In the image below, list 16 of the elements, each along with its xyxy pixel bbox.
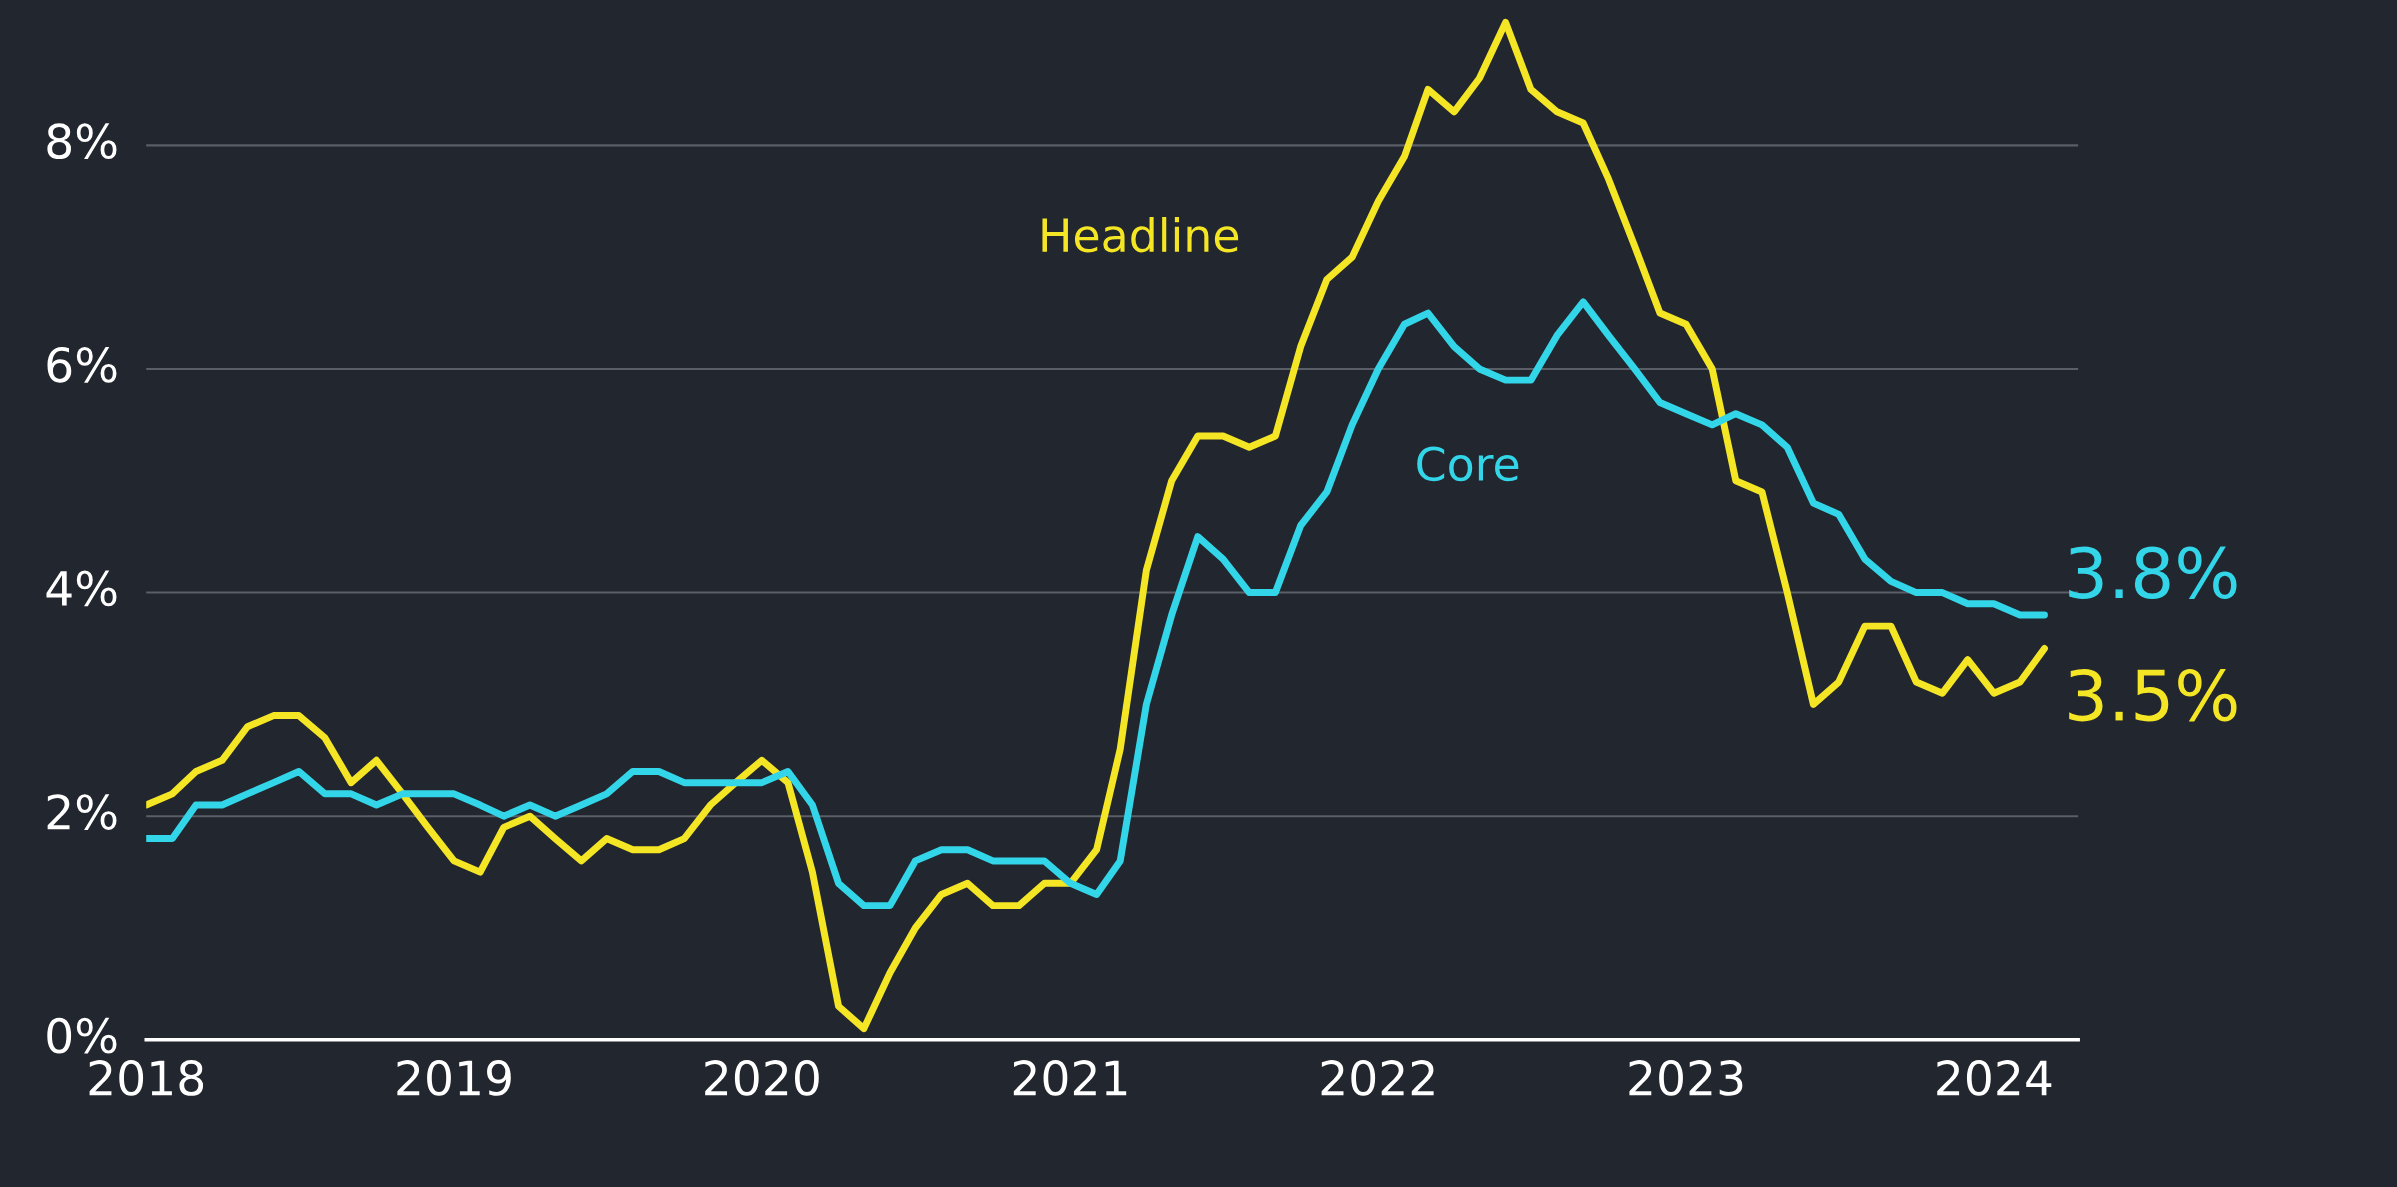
x-tick-label: 2024 xyxy=(1937,1060,2052,1096)
y-tick-label: 4% xyxy=(46,570,117,607)
y-tick-label: 0% xyxy=(47,1017,117,1054)
data-label: 3.5% xyxy=(2069,668,2237,722)
series-label: Core xyxy=(1417,446,1519,482)
data-label: 3.8% xyxy=(2069,546,2237,599)
x-tick-label: 2021 xyxy=(1013,1060,1127,1096)
text: Headline xyxy=(1042,216,1239,253)
y-tick-label: 6% xyxy=(47,346,117,383)
y-tick-label: 8% xyxy=(47,123,117,160)
x-tick-label: 2020 xyxy=(705,1060,819,1096)
x-tick-label: 2019 xyxy=(397,1060,511,1096)
x-tick-label: 2022 xyxy=(1321,1060,1434,1096)
y-tick-label: 2% xyxy=(47,794,117,830)
x-tick-label: 2023 xyxy=(1629,1060,1743,1096)
x-tick-label: 2018 xyxy=(89,1060,204,1096)
